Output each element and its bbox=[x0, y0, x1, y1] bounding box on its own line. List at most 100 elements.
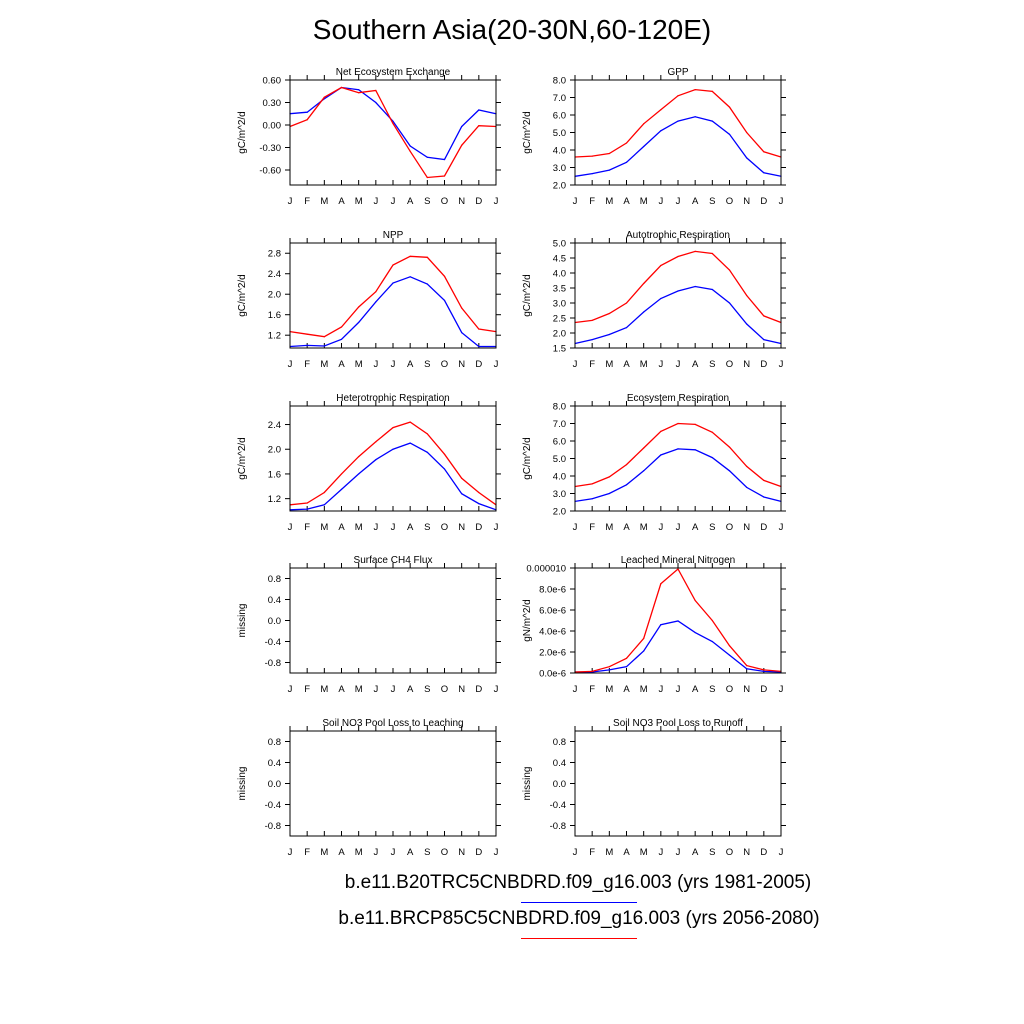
legend-entry-future: b.e11.BRCP85C5CNBDRD.f09_g16.003 (yrs 20… bbox=[0, 908, 1024, 930]
data-point bbox=[375, 441, 377, 443]
panel-title: GPP bbox=[667, 67, 688, 78]
data-point bbox=[677, 422, 679, 425]
x-tick-label: S bbox=[709, 196, 715, 207]
y-axis-label: gC/m^2/d bbox=[522, 274, 533, 317]
x-tick-label: J bbox=[391, 359, 396, 370]
y-tick-label: 1.5 bbox=[553, 344, 566, 355]
data-point bbox=[625, 657, 628, 659]
x-tick-label: A bbox=[623, 684, 630, 695]
data-point bbox=[660, 109, 662, 111]
x-tick-label: J bbox=[391, 196, 396, 207]
data-point bbox=[478, 109, 480, 111]
y-tick-label: 7.0 bbox=[553, 419, 566, 430]
data-point bbox=[392, 427, 394, 429]
x-tick-label: J bbox=[573, 522, 578, 533]
data-point bbox=[694, 116, 696, 118]
data-point bbox=[711, 90, 713, 92]
y-tick-label: 1.2 bbox=[268, 331, 281, 342]
y-tick-label: 2.8 bbox=[268, 249, 281, 260]
data-point bbox=[461, 332, 463, 334]
data-point bbox=[694, 423, 696, 425]
series-line-future bbox=[289, 86, 497, 179]
data-point bbox=[694, 285, 696, 288]
data-point bbox=[694, 449, 696, 451]
data-point bbox=[409, 150, 411, 152]
data-point bbox=[660, 297, 662, 300]
data-point bbox=[461, 493, 463, 495]
x-tick-label: J bbox=[494, 847, 499, 858]
x-tick-label: A bbox=[692, 684, 699, 695]
series-line-future bbox=[289, 255, 497, 338]
data-point bbox=[763, 172, 765, 174]
x-tick-label: A bbox=[338, 684, 345, 695]
x-tick-label: F bbox=[304, 522, 310, 533]
data-point bbox=[643, 650, 645, 652]
data-point bbox=[478, 502, 480, 505]
x-tick-label: F bbox=[304, 847, 310, 858]
panel-6: Surface CH4 Flux missing -0.8 -0.4 0.0 0.4 0.8… bbox=[237, 555, 501, 695]
data-point bbox=[591, 319, 593, 321]
x-tick-label: A bbox=[692, 847, 699, 858]
x-tick-label: A bbox=[338, 847, 345, 858]
data-point bbox=[625, 327, 628, 329]
data-point bbox=[660, 583, 662, 585]
data-point bbox=[591, 483, 593, 485]
panel-5: Ecosystem Respiration gC/m^2/d 2.0 3.0 4.0 5.… bbox=[522, 393, 786, 533]
data-point bbox=[677, 568, 679, 570]
y-tick-label: 2.5 bbox=[553, 314, 566, 325]
data-point bbox=[608, 333, 610, 336]
y-tick-label: 7.0 bbox=[553, 93, 566, 104]
x-tick-label: M bbox=[355, 196, 363, 207]
x-tick-label: M bbox=[605, 196, 613, 207]
legend-label-baseline: b.e11.B20TRC5CNBDRD.f09_g16.003 (yrs 198… bbox=[344, 872, 812, 893]
data-point bbox=[443, 453, 446, 455]
x-tick-label: A bbox=[338, 522, 345, 533]
data-point bbox=[591, 339, 593, 341]
x-tick-label: S bbox=[424, 522, 430, 533]
x-tick-label: J bbox=[288, 196, 293, 207]
x-tick-label: O bbox=[441, 522, 448, 533]
data-point bbox=[478, 345, 480, 348]
data-point bbox=[375, 101, 377, 104]
y-tick-label: 4.0e-6 bbox=[539, 627, 566, 638]
x-tick-label: D bbox=[475, 359, 482, 370]
data-point bbox=[728, 269, 731, 271]
data-point bbox=[625, 161, 628, 163]
data-point bbox=[478, 125, 480, 127]
x-tick-label: O bbox=[726, 847, 733, 858]
data-point bbox=[461, 125, 463, 128]
data-point bbox=[306, 333, 308, 335]
y-tick-label: 0.8 bbox=[268, 574, 281, 585]
data-point bbox=[306, 502, 308, 504]
data-point bbox=[763, 315, 765, 317]
x-tick-label: D bbox=[475, 522, 482, 533]
x-tick-label: J bbox=[573, 847, 578, 858]
y-tick-label: 8.0 bbox=[553, 402, 566, 413]
x-tick-label: J bbox=[494, 196, 499, 207]
x-tick-label: O bbox=[726, 684, 733, 695]
x-tick-label: F bbox=[589, 522, 595, 533]
data-point bbox=[625, 464, 628, 466]
panel-3: Autotrophic Respiration gC/m^2/d 1.5 2.0 2.5… bbox=[522, 230, 786, 370]
data-point bbox=[392, 448, 394, 450]
x-tick-label: J bbox=[676, 847, 681, 858]
data-point bbox=[409, 145, 411, 147]
x-tick-label: D bbox=[760, 196, 767, 207]
data-point bbox=[443, 468, 446, 470]
plot-frame bbox=[574, 79, 782, 186]
x-tick-label: M bbox=[355, 847, 363, 858]
data-point bbox=[746, 665, 748, 667]
y-tick-label: -0.30 bbox=[259, 143, 281, 154]
legend-entry-baseline: b.e11.B20TRC5CNBDRD.f09_g16.003 (yrs 198… bbox=[0, 872, 1024, 894]
panel-title: Leached Mineral Nitrogen bbox=[621, 555, 736, 566]
data-point bbox=[375, 291, 377, 293]
x-tick-label: A bbox=[407, 522, 414, 533]
data-point bbox=[711, 120, 713, 122]
x-tick-label: F bbox=[304, 684, 310, 695]
x-tick-label: J bbox=[373, 359, 378, 370]
x-tick-label: J bbox=[779, 847, 784, 858]
y-axis-label: missing bbox=[237, 767, 248, 801]
y-tick-label: 0.0 bbox=[268, 779, 281, 790]
x-tick-label: M bbox=[605, 522, 613, 533]
